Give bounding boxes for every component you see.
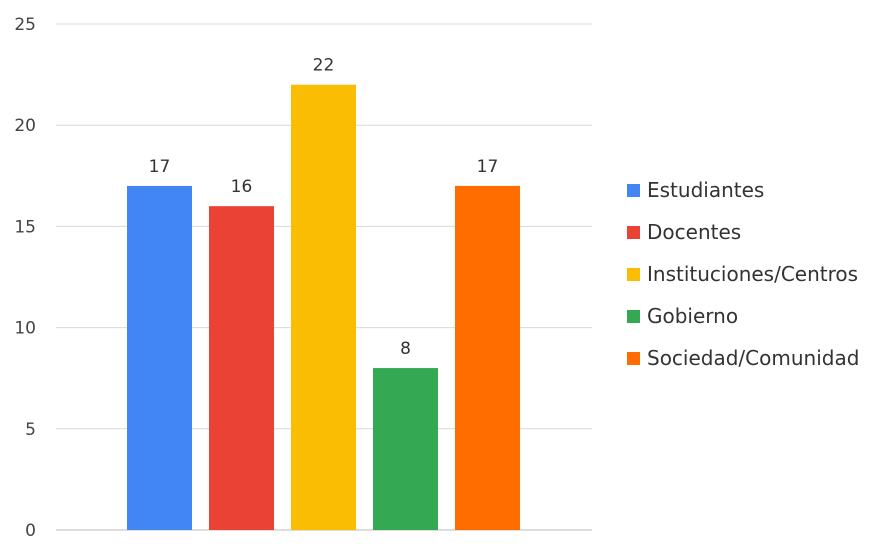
y-tick-label: 20: [14, 116, 36, 136]
bar: [373, 368, 438, 530]
y-tick-label: 10: [14, 319, 36, 339]
y-axis-ticks: 0 5 10 15 20 25: [14, 15, 36, 541]
legend-label: Estudiantes: [647, 178, 764, 202]
data-label: 17: [477, 157, 499, 177]
legend: Estudiantes Docentes Instituciones/Centros…: [627, 178, 859, 370]
data-label: 8: [400, 339, 411, 359]
data-label: 22: [313, 56, 335, 76]
bar: [455, 185, 520, 531]
y-tick-label: 25: [14, 15, 36, 35]
legend-swatch: [627, 310, 640, 323]
bar: [291, 84, 356, 530]
data-labels: 17 16 22 8 17: [149, 56, 499, 359]
legend-swatch: [627, 184, 640, 197]
data-label: 17: [149, 157, 171, 177]
legend-swatch: [627, 352, 640, 365]
legend-swatch: [627, 268, 640, 281]
legend-label: Sociedad/Comunidad: [647, 346, 859, 370]
bar: [209, 206, 274, 530]
bar: [127, 185, 192, 531]
y-tick-label: 15: [14, 217, 36, 237]
bars: [127, 84, 520, 531]
y-tick-label: 5: [25, 420, 36, 440]
data-label: 16: [231, 177, 253, 197]
legend-label: Gobierno: [647, 304, 738, 328]
y-tick-label: 0: [25, 521, 36, 541]
legend-label: Instituciones/Centros: [647, 262, 858, 286]
legend-label: Docentes: [647, 220, 741, 244]
legend-swatch: [627, 226, 640, 239]
